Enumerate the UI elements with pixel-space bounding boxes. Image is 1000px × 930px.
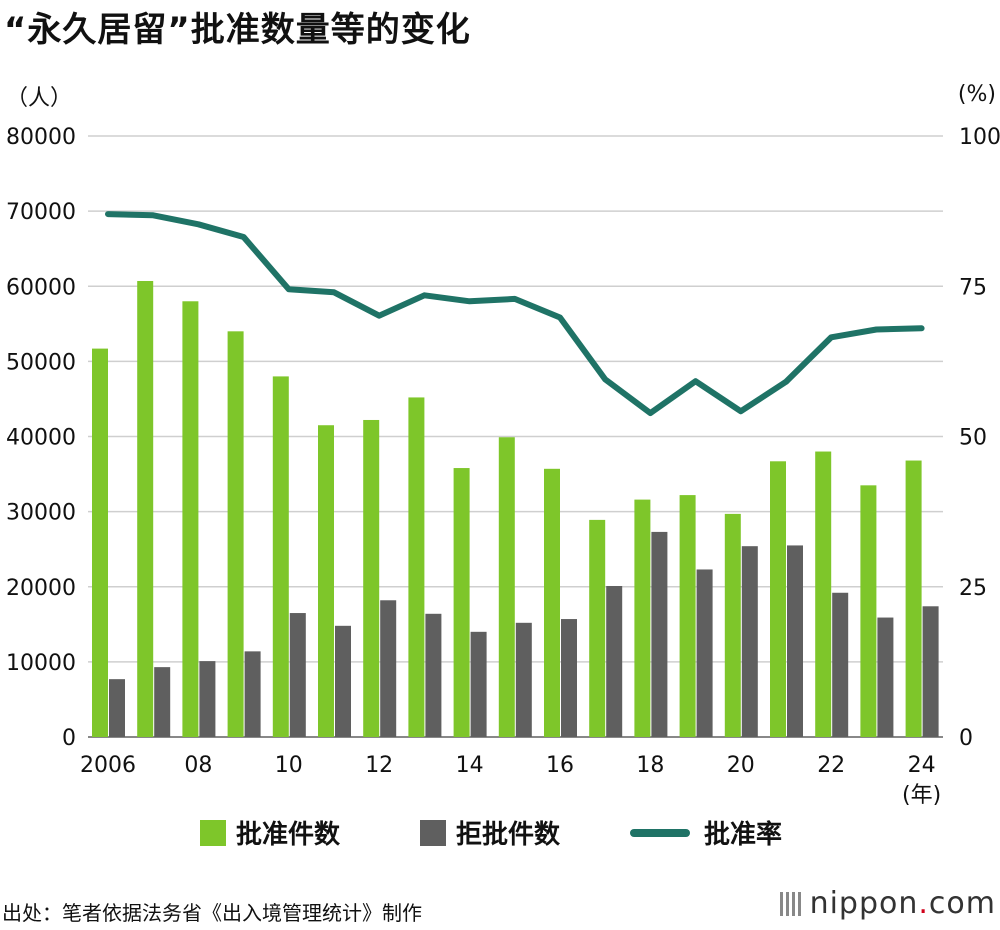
bar-approved xyxy=(770,461,786,737)
bar-approved xyxy=(860,485,877,737)
bar-rejected xyxy=(651,531,668,737)
chart-title: “永久居留”批准数量等的变化 xyxy=(4,10,471,50)
bar-approved xyxy=(272,376,289,737)
nippon-logo: nippon. com xyxy=(779,886,996,921)
bar-rejected xyxy=(832,592,849,737)
bar-rejected xyxy=(199,661,216,737)
bar-rejected xyxy=(380,600,397,737)
y-left-tick-label: 60000 xyxy=(6,275,76,300)
x-tick-label: 10 xyxy=(275,753,303,778)
bar-approved xyxy=(318,425,334,737)
bar-approved xyxy=(679,495,696,737)
x-tick-label: 08 xyxy=(184,753,212,778)
legend-label-rate: 批准率 xyxy=(704,820,783,850)
bar-rejected xyxy=(154,667,171,737)
logo-suffix: com xyxy=(928,886,996,921)
bar-rejected xyxy=(470,631,487,737)
y-right-tick-label: 50 xyxy=(959,426,987,451)
legend-item-rejected: 拒批件数 xyxy=(420,814,560,851)
bar-rejected xyxy=(425,613,442,737)
legend-swatch-rejected xyxy=(420,819,446,846)
y-right-tick-label: 0 xyxy=(959,726,973,751)
bar-approved xyxy=(589,519,606,737)
bar-approved xyxy=(408,397,425,737)
bar-rejected xyxy=(741,546,758,737)
x-tick-label: 20 xyxy=(727,753,755,778)
legend-swatch-rate xyxy=(630,828,690,837)
legend-item-rate: 批准率 xyxy=(630,814,782,851)
x-tick-label: 14 xyxy=(456,753,484,778)
bar-approved xyxy=(905,460,922,737)
y-left-tick-label: 20000 xyxy=(6,576,76,601)
bar-rejected xyxy=(244,651,261,737)
left-axis-unit: （人） xyxy=(6,86,73,111)
logo-mark-icon xyxy=(779,891,802,916)
y-left-tick-label: 0 xyxy=(62,726,76,751)
y-right-tick-label: 25 xyxy=(959,576,987,601)
bar-rejected xyxy=(561,619,577,737)
legend: 批准件数 拒批件数 批准率 xyxy=(0,814,1000,854)
y-right-tick-label: 75 xyxy=(959,275,987,300)
bar-approved xyxy=(137,280,154,737)
bar-approved xyxy=(92,348,108,737)
y-right-tick-label: 100 xyxy=(959,125,1000,150)
bar-rejected xyxy=(787,545,803,737)
bar-rejected xyxy=(696,569,713,737)
bar-approved xyxy=(544,468,560,737)
bar-rejected xyxy=(515,622,532,737)
legend-swatch-approved xyxy=(200,819,226,846)
y-left-tick-label: 50000 xyxy=(6,350,76,375)
bar-rejected xyxy=(109,679,125,737)
bar-approved xyxy=(227,331,244,737)
legend-label-rejected: 拒批件数 xyxy=(456,820,561,850)
bar-approved xyxy=(363,419,380,737)
source-note: 出处：笔者依据法务省《出入境管理统计》制作 xyxy=(2,901,422,925)
x-tick-label: 22 xyxy=(817,753,845,778)
bar-rejected xyxy=(335,625,351,737)
x-tick-label: 2006 xyxy=(80,753,136,778)
bar-approved xyxy=(498,437,515,737)
right-axis-unit: (%) xyxy=(957,82,996,107)
legend-label-approved: 批准件数 xyxy=(236,820,341,850)
x-tick-label: 12 xyxy=(365,753,393,778)
x-tick-label: 16 xyxy=(546,753,574,778)
y-left-tick-label: 70000 xyxy=(6,200,76,225)
bar-rejected xyxy=(877,617,894,737)
x-tick-label: 24 xyxy=(908,753,936,778)
x-axis-unit: (年) xyxy=(902,783,941,808)
bar-approved xyxy=(182,301,199,737)
bar-rejected xyxy=(922,606,939,737)
x-tick-label: 18 xyxy=(636,753,664,778)
rate-line xyxy=(105,211,925,417)
bar-rejected xyxy=(289,613,306,737)
logo-dot: . xyxy=(918,886,929,921)
y-left-tick-label: 10000 xyxy=(6,651,76,676)
bar-approved xyxy=(634,499,651,737)
y-left-tick-label: 40000 xyxy=(6,426,76,451)
bar-approved xyxy=(815,451,832,737)
legend-item-approved: 批准件数 xyxy=(200,814,340,851)
bar-rejected xyxy=(606,585,623,737)
bar-approved xyxy=(724,513,741,737)
y-left-tick-label: 80000 xyxy=(6,125,76,150)
bar-approved xyxy=(453,468,470,737)
logo-name: nippon xyxy=(809,886,919,921)
y-left-tick-label: 30000 xyxy=(6,501,76,526)
